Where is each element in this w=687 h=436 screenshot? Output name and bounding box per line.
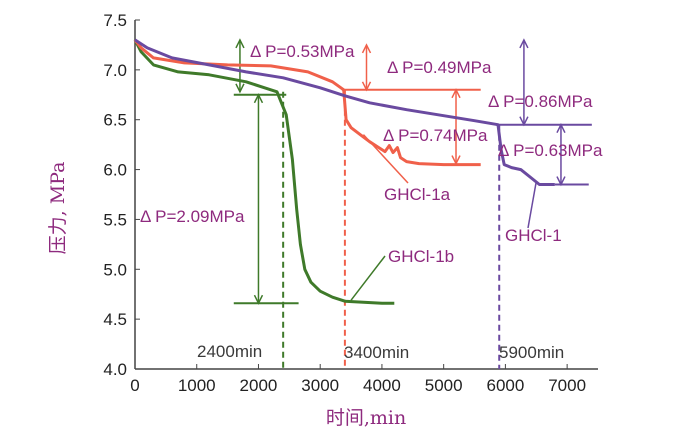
annotation-dp-074: Δ P=0.74MPa [383, 126, 488, 145]
x-tick-label: 1000 [178, 376, 216, 395]
x-tick-label: 4000 [363, 376, 401, 395]
annotation-dp-209: Δ P=2.09MPa [140, 207, 245, 226]
annotation-dp-049: Δ P=0.49MPa [387, 58, 492, 77]
x-tick-label: 6000 [486, 376, 524, 395]
vline-label-2400: 2400min [197, 342, 262, 361]
y-tick-label: 7.0 [103, 61, 127, 80]
annotation-dp-086: Δ P=0.86MPa [488, 92, 593, 111]
leader-ghcl-1 [527, 181, 538, 229]
y-tick-label: 4.0 [103, 360, 127, 379]
bracket-arrow-049-head-top [361, 43, 372, 54]
annotation-dp-053: Δ P=0.53MPa [250, 42, 355, 61]
series-label-ghcl-1b: GHCl-1b [388, 247, 454, 266]
bracket-arrow-074-head-top [451, 88, 461, 99]
series-line-ghcl-1 [134, 38, 555, 186]
bracket-arrow-063-head-top [556, 123, 566, 134]
series-line-ghcl-1b [133, 39, 395, 305]
y-tick-label: 5.0 [103, 260, 127, 279]
y-axis-label: 压力, MPa [47, 162, 69, 255]
series-label-ghcl-1a: GHCl-1a [384, 185, 451, 204]
x-tick-label: 3000 [301, 376, 339, 395]
bracket-arrow-053-head-top [235, 38, 245, 49]
y-tick-label: 5.5 [103, 210, 127, 229]
y-tick-label: 6.0 [103, 161, 127, 180]
vline-label-5900: 5900min [499, 343, 564, 362]
leader-ghcl-1b [350, 255, 386, 301]
x-tick-label: 5000 [425, 376, 463, 395]
y-tick-label: 6.5 [103, 111, 127, 130]
x-tick-label: 2000 [240, 376, 278, 395]
bracket-arrow-209-head-top [253, 93, 264, 104]
bracket-arrow-086-head-top [519, 38, 529, 49]
y-tick-label: 7.5 [103, 11, 127, 30]
x-axis-label: 时间,min [326, 407, 406, 429]
x-tick-label: 0 [130, 376, 139, 395]
vline-label-3400: 3400min [344, 343, 409, 362]
bracket-arrow-053-head-bottom [235, 83, 245, 94]
y-tick-label: 4.5 [103, 310, 127, 329]
annotation-dp-063: Δ P=0.63MPa [498, 141, 603, 160]
x-tick-label: 7000 [548, 376, 586, 395]
series-label-ghcl-1: GHCl-1 [505, 226, 562, 245]
leader-ghcl-1a [362, 134, 409, 184]
